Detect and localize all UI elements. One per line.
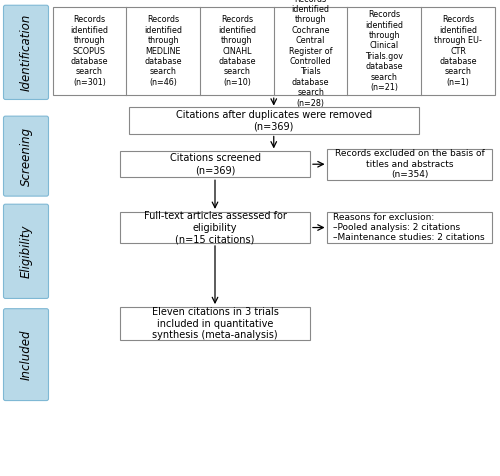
- Bar: [120, 307, 310, 340]
- Bar: [328, 212, 492, 243]
- Bar: [120, 151, 310, 178]
- Bar: [129, 108, 419, 134]
- FancyBboxPatch shape: [4, 5, 48, 99]
- Text: Citations screened
(n=369): Citations screened (n=369): [170, 153, 260, 175]
- FancyBboxPatch shape: [4, 309, 48, 401]
- Text: Records excluded on the basis of
titles and abstracts
(n=354): Records excluded on the basis of titles …: [335, 149, 485, 179]
- Text: Screening: Screening: [20, 127, 32, 186]
- Text: Full-text articles assessed for
eligibility
(n=15 citations): Full-text articles assessed for eligibil…: [144, 211, 286, 244]
- Text: Eleven citations in 3 trials
included in quantitative
synthesis (meta-analysis): Eleven citations in 3 trials included in…: [152, 307, 278, 340]
- Text: Records
identified
through
Cochrane
Central
Register of
Controlled
Trials
databa: Records identified through Cochrane Cent…: [289, 0, 333, 108]
- Text: Records
identified
through EU-
CTR
database
search
(n=1): Records identified through EU- CTR datab…: [434, 15, 482, 87]
- Text: Records
identified
through
Clinical
Trials.gov
database
search
(n=21): Records identified through Clinical Tria…: [366, 10, 404, 92]
- Text: Eligibility: Eligibility: [20, 225, 32, 278]
- Text: Records
identified
through
CINAHL
database
search
(n=10): Records identified through CINAHL databa…: [218, 15, 256, 87]
- Text: Reasons for exclusion:
–Pooled analysis: 2 citations
–Maintenance studies: 2 cit: Reasons for exclusion: –Pooled analysis:…: [334, 213, 485, 242]
- Text: Records
identified
through
SCOPUS
database
search
(n=301): Records identified through SCOPUS databa…: [70, 15, 108, 87]
- Text: Identification: Identification: [20, 14, 32, 91]
- FancyBboxPatch shape: [4, 204, 48, 298]
- Text: Records
identified
through
MEDLINE
database
search
(n=46): Records identified through MEDLINE datab…: [144, 15, 182, 87]
- FancyBboxPatch shape: [4, 116, 48, 196]
- Text: Citations after duplicates were removed
(n=369): Citations after duplicates were removed …: [176, 109, 372, 131]
- Bar: [52, 7, 495, 95]
- Bar: [328, 149, 492, 180]
- Bar: [120, 212, 310, 243]
- Text: Included: Included: [20, 329, 32, 380]
